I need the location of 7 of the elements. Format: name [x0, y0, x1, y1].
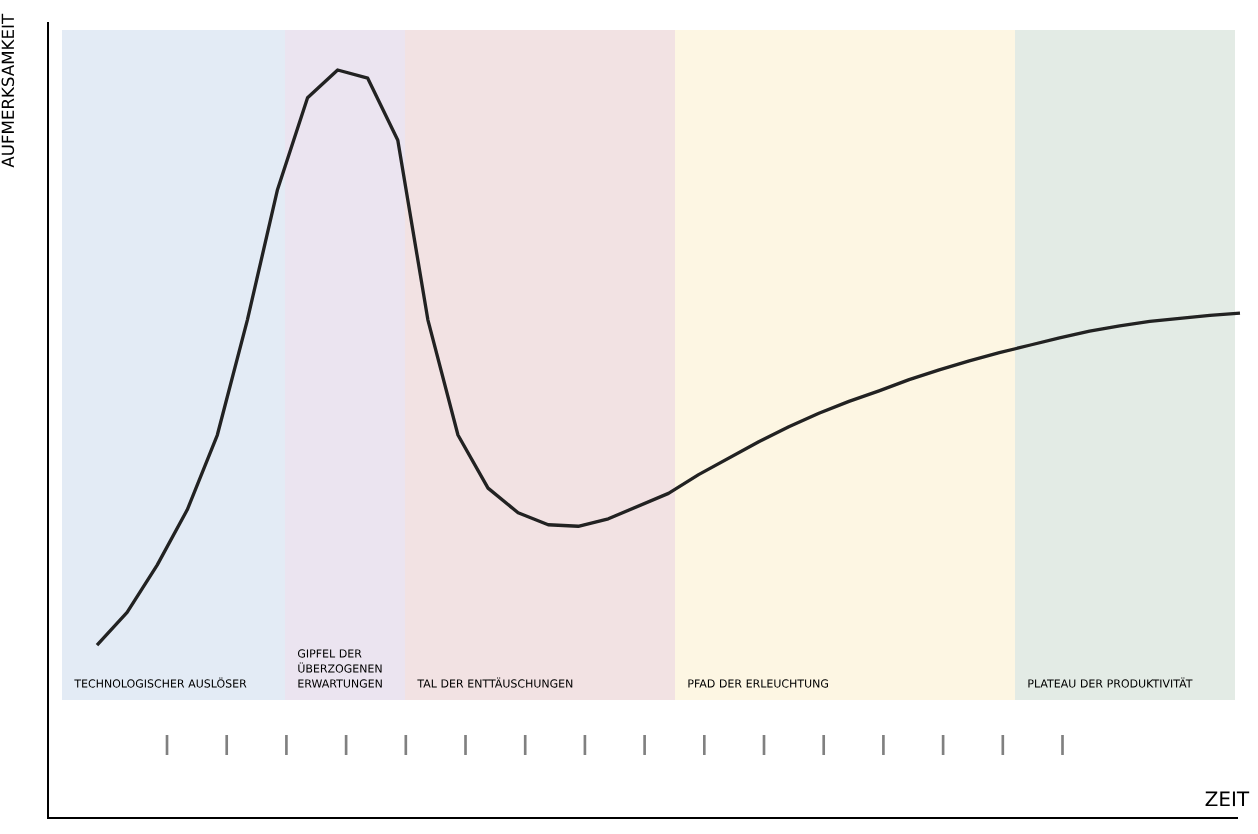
annotation: PLATEAU DER PRODUKTIVITÄT: [1028, 677, 1193, 688]
x-axis-title: ZEIT: [1205, 791, 1250, 807]
annotation: TECHNOLOGISCHER AUSLÖSER: [74, 677, 247, 688]
annotation: TAL DER ENTTÄUSCHUNGEN: [417, 677, 573, 688]
annotation: PFAD DER ERLEUCHTUNG: [688, 679, 828, 688]
y-axis-title: AUFMERKSAMKEIT: [1, 13, 15, 168]
annotation: GIPFEL DER ÜBERZOGENEN ERWARTUNGEN: [297, 649, 382, 688]
